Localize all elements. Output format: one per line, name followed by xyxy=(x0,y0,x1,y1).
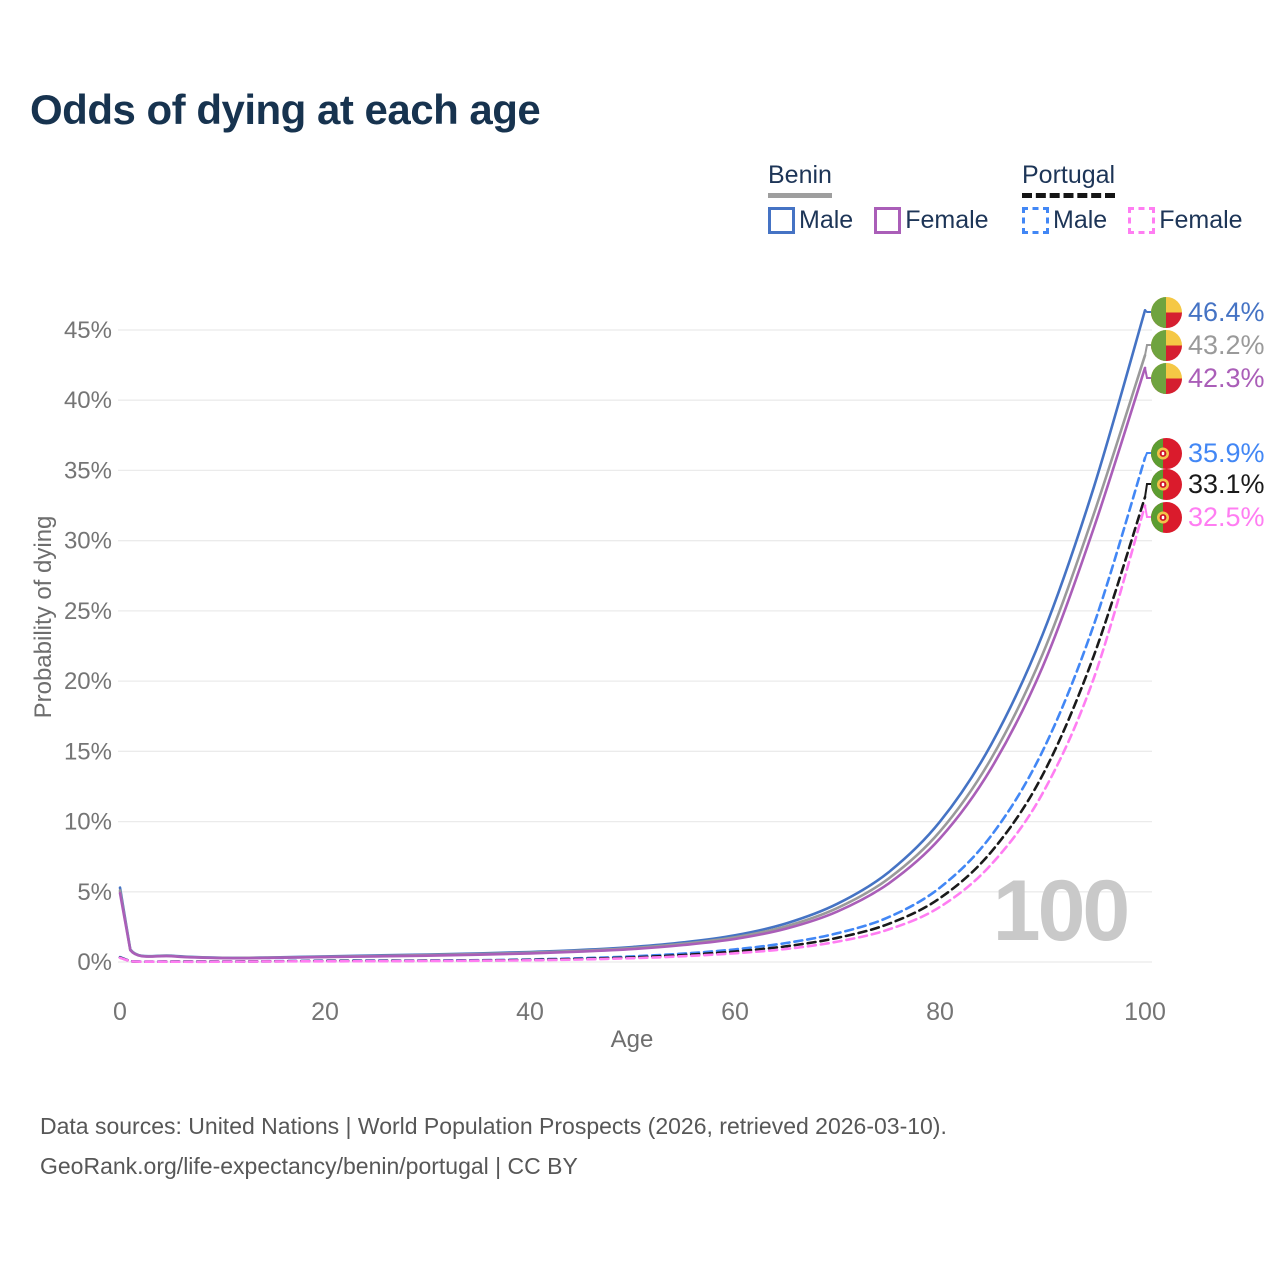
legend-group-benin: Benin Male Female xyxy=(768,161,989,235)
x-tick-label: 100 xyxy=(1124,998,1166,1026)
portugal-male-swatch-icon xyxy=(1022,207,1049,234)
y-tick-label: 20% xyxy=(64,668,112,695)
y-tick-label: 25% xyxy=(64,598,112,625)
legend-label-benin-female: Female xyxy=(905,206,989,234)
y-tick-label: 10% xyxy=(64,809,112,836)
benin-flag-icon xyxy=(1151,362,1182,394)
portugal-female-swatch-icon xyxy=(1128,207,1156,234)
benin-flag-icon xyxy=(1151,296,1182,328)
x-tick-label: 20 xyxy=(311,998,339,1026)
legend-item-benin-female[interactable]: Female xyxy=(874,206,989,235)
footer-line-2: GeoRank.org/life-expectancy/benin/portug… xyxy=(40,1153,578,1179)
legend-label-benin-male: Male xyxy=(799,206,854,234)
data-source-note: Data sources: United Nations | World Pop… xyxy=(40,1106,947,1186)
end-label-benin-combined: 43.2% xyxy=(1151,329,1265,361)
y-axis-title: Probability of dying xyxy=(30,515,57,719)
series-line-benin-female[interactable] xyxy=(118,366,1147,960)
benin-male-swatch-icon xyxy=(768,207,795,234)
legend-label-portugal-male: Male xyxy=(1053,206,1108,234)
y-tick-label: 15% xyxy=(64,738,112,765)
end-label-portugal-combined: 33.1% xyxy=(1151,468,1265,500)
x-tick-label: 80 xyxy=(926,998,954,1026)
y-tick-label: 35% xyxy=(64,457,112,484)
portugal-flag-icon xyxy=(1151,468,1182,500)
end-value: 46.4% xyxy=(1188,296,1265,327)
legend-group-portugal: Portugal Male Female xyxy=(1022,161,1243,235)
x-tick-label: 60 xyxy=(721,998,749,1026)
end-value: 42.3% xyxy=(1188,362,1265,393)
y-tick-label: 40% xyxy=(64,387,112,414)
benin-flag-icon xyxy=(1151,329,1182,361)
legend-item-benin-male[interactable]: Male xyxy=(768,206,853,235)
end-label-benin-female: 42.3% xyxy=(1151,362,1265,394)
footer-line-1: Data sources: United Nations | World Pop… xyxy=(40,1113,947,1139)
age-counter-watermark: 100 xyxy=(992,863,1131,959)
series-line-portugal-female[interactable] xyxy=(118,504,1147,964)
series-line-benin-male[interactable] xyxy=(118,309,1147,960)
legend-item-portugal-male[interactable]: Male xyxy=(1022,206,1107,235)
benin-female-swatch-icon xyxy=(874,207,902,234)
x-tick-label: 0 xyxy=(113,998,127,1026)
end-label-benin-male: 46.4% xyxy=(1151,296,1265,328)
end-label-portugal-male: 35.9% xyxy=(1151,437,1265,469)
end-value: 32.5% xyxy=(1188,501,1265,532)
y-tick-label: 30% xyxy=(64,528,112,555)
portugal-flag-icon xyxy=(1151,437,1182,469)
end-value: 33.1% xyxy=(1188,468,1265,499)
legend-label-portugal-female: Female xyxy=(1159,206,1243,234)
legend-item-portugal-female[interactable]: Female xyxy=(1128,206,1243,235)
x-tick-label: 40 xyxy=(516,998,544,1026)
chart-title: Odds of dying at each age xyxy=(30,86,541,133)
legend-country-benin[interactable]: Benin xyxy=(768,161,832,198)
end-value: 43.2% xyxy=(1188,329,1265,360)
x-axis-title: Age xyxy=(610,1026,654,1053)
end-value: 35.9% xyxy=(1188,437,1265,468)
portugal-flag-icon xyxy=(1151,501,1182,533)
end-label-portugal-female: 32.5% xyxy=(1151,501,1265,533)
y-tick-label: 5% xyxy=(77,879,112,906)
y-tick-label: 45% xyxy=(64,317,112,344)
legend-country-portugal[interactable]: Portugal xyxy=(1022,161,1116,198)
y-tick-label: 0% xyxy=(77,949,112,976)
